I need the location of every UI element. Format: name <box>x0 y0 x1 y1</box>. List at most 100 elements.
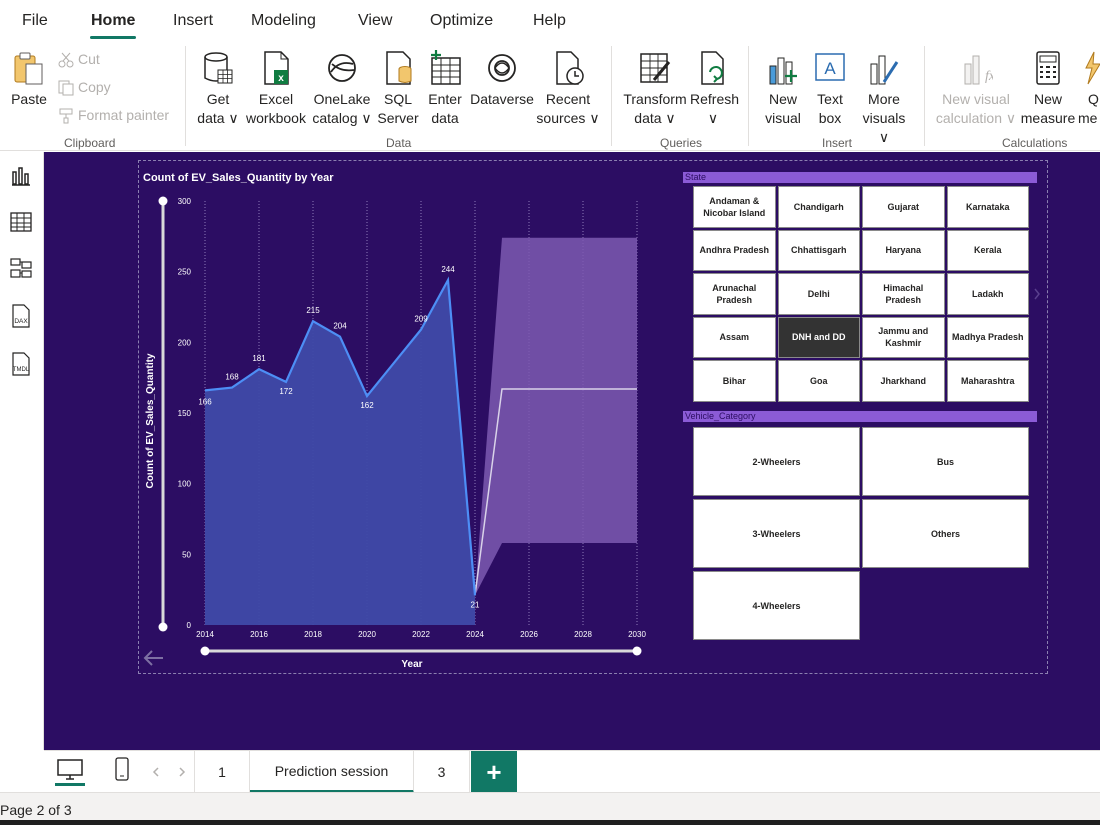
paste-label: Paste <box>11 91 47 107</box>
dax-query-icon[interactable]: DAX <box>9 304 33 328</box>
cut-button[interactable]: Cut <box>58 51 100 68</box>
enter-data-button[interactable]: Enter data <box>424 50 466 128</box>
vehicle-category-tile[interactable]: Bus <box>862 427 1029 496</box>
recent-sources-button[interactable]: Recent sources ∨ <box>536 50 600 128</box>
y-zoom-slider-top-handle[interactable] <box>158 196 168 206</box>
state-tile[interactable]: Delhi <box>777 273 860 315</box>
model-view-icon[interactable] <box>9 256 33 280</box>
page-tab-1[interactable]: 1 <box>194 751 250 793</box>
state-tile[interactable]: Gujarat <box>862 186 945 228</box>
get-data-button[interactable]: Get data ∨ <box>193 50 243 128</box>
state-tile[interactable]: DNH and DD <box>777 316 860 358</box>
recent-sources-line2: sources ∨ <box>536 110 600 126</box>
series-line[interactable] <box>204 276 477 596</box>
onelake-catalog-button[interactable]: OneLake catalog ∨ <box>312 50 372 128</box>
table-view-icon[interactable] <box>9 210 33 234</box>
x-tick-label: 2024 <box>466 630 484 639</box>
state-tile[interactable]: Jammu and Kashmir <box>862 316 945 358</box>
forecast-line[interactable] <box>474 388 637 596</box>
format-painter-icon <box>59 108 73 124</box>
state-tile[interactable]: Madhya Pradesh <box>946 316 1029 358</box>
page-tab-prediction-session[interactable]: Prediction session <box>250 751 414 793</box>
data-label: 168 <box>225 373 239 382</box>
calculator-icon <box>1036 51 1060 85</box>
page-tab-3[interactable]: 3 <box>414 751 470 793</box>
format-painter-button[interactable]: Format painter <box>58 107 169 124</box>
enter-data-icon <box>431 50 461 85</box>
x-tick-label: 2022 <box>412 630 430 639</box>
menu-file[interactable]: File <box>22 12 48 29</box>
state-tile[interactable]: Karnataka <box>946 186 1029 228</box>
tmdl-view-icon[interactable]: TMDL <box>9 352 33 376</box>
x-tick-label: 2016 <box>250 630 268 639</box>
state-tile[interactable]: Chhattisgarh <box>777 229 860 271</box>
menu-home[interactable]: Home <box>91 12 136 29</box>
new-visual-icon <box>769 57 797 85</box>
more-visuals-button[interactable]: More visuals ∨ <box>856 50 912 147</box>
transform-data-button[interactable]: Transform data ∨ <box>620 50 690 128</box>
quick-measure-button[interactable]: Q me <box>1078 50 1100 128</box>
refresh-line2: ∨ <box>707 110 719 126</box>
excel-line1: Excel <box>258 91 294 107</box>
new-visual-calculation-button[interactable]: fx New visual calculation ∨ <box>934 50 1018 128</box>
add-page-button[interactable]: + <box>471 751 517 793</box>
state-tile[interactable]: Haryana <box>862 229 945 271</box>
desktop-layout-icon[interactable] <box>57 759 83 781</box>
state-tile[interactable]: Andhra Pradesh <box>693 229 776 271</box>
menu-insert[interactable]: Insert <box>173 12 214 29</box>
x-tick-label: 2018 <box>304 630 322 639</box>
state-tile[interactable]: Kerala <box>946 229 1029 271</box>
menu-modeling[interactable]: Modeling <box>251 12 316 29</box>
state-tile[interactable]: Andaman & Nicobar Island <box>693 186 776 228</box>
back-arrow-icon[interactable] <box>143 650 163 666</box>
state-tile[interactable]: Himachal Pradesh <box>862 273 945 315</box>
get-data-line2: data ∨ <box>197 110 239 126</box>
x-tick-label: 2020 <box>358 630 376 639</box>
state-tile[interactable]: Bihar <box>693 360 776 402</box>
x-zoom-slider-right-handle[interactable] <box>632 646 642 656</box>
state-tile[interactable]: Jharkhand <box>862 360 945 402</box>
vehicle-category-tile[interactable]: Others <box>862 499 1029 568</box>
sql-server-button[interactable]: SQL Server <box>376 50 420 128</box>
y-tick-label: 50 <box>182 550 191 559</box>
data-label: 162 <box>360 401 374 410</box>
excel-workbook-button[interactable]: x Excel workbook <box>244 50 308 128</box>
menu-view[interactable]: View <box>358 12 393 29</box>
new-visual-button[interactable]: New visual <box>760 50 806 128</box>
copy-button[interactable]: Copy <box>58 79 111 96</box>
state-tile[interactable]: Goa <box>777 360 860 402</box>
taskbar-edge <box>0 820 1100 825</box>
vehicle-category-tile[interactable]: 4-Wheelers <box>693 571 860 640</box>
tab-scroll-left-icon[interactable] <box>152 767 160 777</box>
excel-line2: workbook <box>246 110 306 126</box>
mobile-layout-icon[interactable] <box>115 757 129 781</box>
series-area[interactable] <box>205 280 475 625</box>
vehicle-category-tile[interactable]: 2-Wheelers <box>693 427 860 496</box>
chevron-right-icon[interactable] <box>1033 288 1041 300</box>
more-visuals-icon <box>870 55 899 85</box>
refresh-button[interactable]: Refresh ∨ <box>690 50 739 128</box>
new-visual-line2: visual <box>765 110 801 126</box>
report-canvas: 166 168 181 172 215 204 162 209 244 21 2014 2016 20… <box>44 152 1100 750</box>
new-measure-button[interactable]: New measure <box>1020 50 1076 128</box>
report-view-icon[interactable] <box>9 164 33 188</box>
menu-optimize[interactable]: Optimize <box>430 12 494 29</box>
text-box-button[interactable]: A Text box <box>808 50 852 128</box>
paste-button[interactable]: Paste <box>8 50 50 109</box>
forecast-confidence-band[interactable] <box>475 237 637 596</box>
y-zoom-slider-bottom-handle[interactable] <box>158 622 168 632</box>
x-zoom-slider-left-handle[interactable] <box>200 646 210 656</box>
state-tile[interactable]: Chandigarh <box>777 186 860 228</box>
state-tile[interactable]: Assam <box>693 316 776 358</box>
active-menu-indicator <box>90 36 136 39</box>
dataverse-button[interactable]: Dataverse <box>468 50 536 109</box>
data-label: 21 <box>471 600 480 609</box>
tab-scroll-right-icon[interactable] <box>178 767 186 777</box>
vehicle-category-tile[interactable]: 3-Wheelers <box>693 499 860 568</box>
menu-help[interactable]: Help <box>533 12 566 29</box>
state-tile[interactable]: Ladakh <box>946 273 1029 315</box>
state-tile[interactable]: Arunachal Pradesh <box>693 273 776 315</box>
state-tile[interactable]: Maharashtra <box>946 360 1029 402</box>
